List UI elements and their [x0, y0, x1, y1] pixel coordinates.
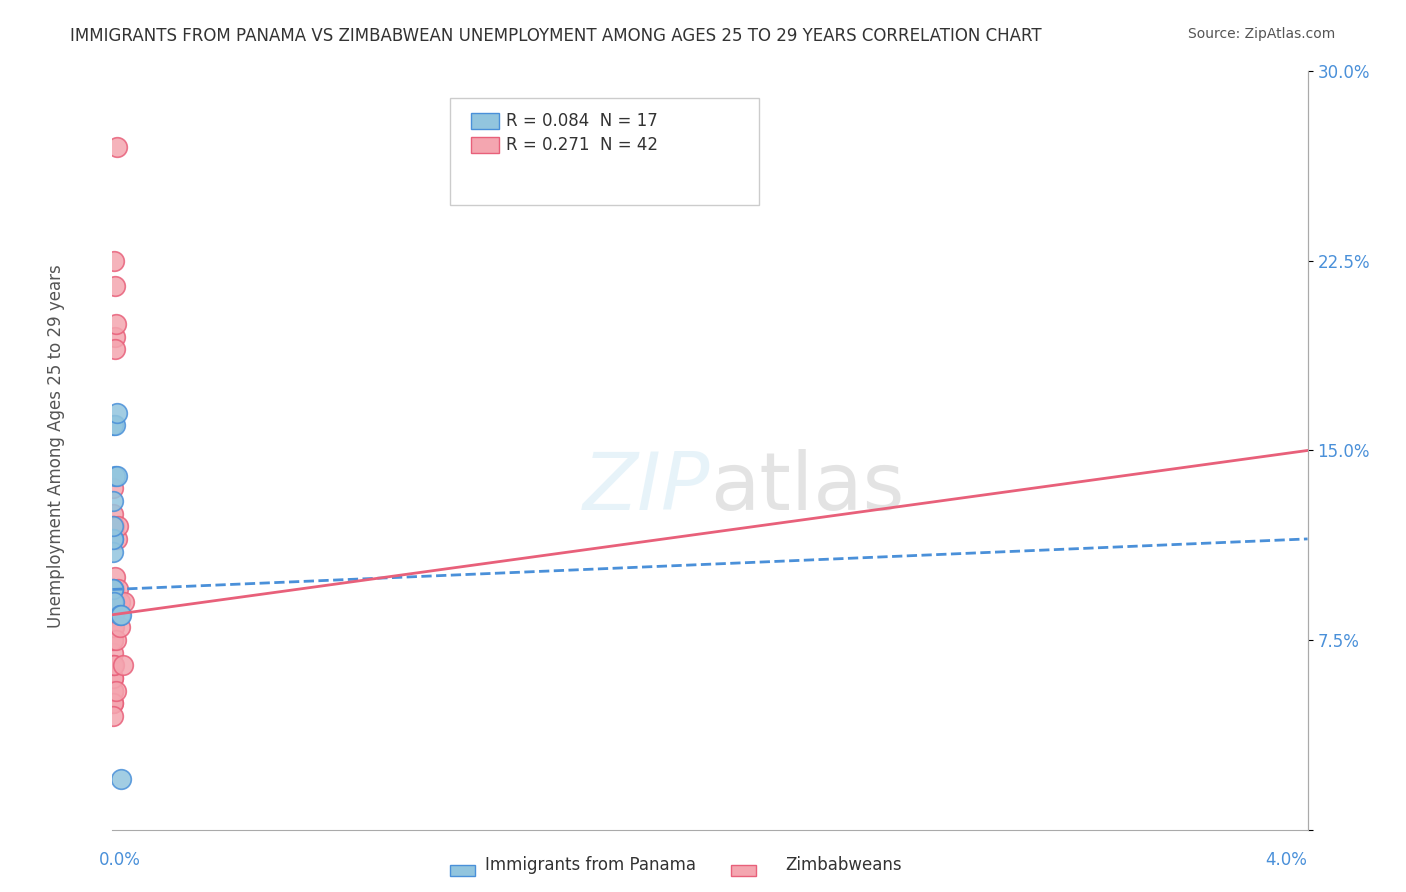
Point — [108, 620, 131, 634]
Point — [107, 582, 129, 597]
Point — [105, 468, 128, 483]
Point — [101, 544, 124, 558]
Point — [103, 570, 125, 584]
Point — [101, 646, 124, 660]
Point — [105, 406, 128, 420]
Point — [103, 519, 125, 533]
Point — [103, 658, 125, 673]
Text: 0.0%: 0.0% — [98, 851, 141, 869]
Point — [104, 330, 127, 344]
Point — [101, 633, 124, 648]
Text: Source: ZipAtlas.com: Source: ZipAtlas.com — [1188, 27, 1336, 41]
Point — [101, 708, 124, 723]
Text: atlas: atlas — [710, 450, 904, 527]
Point — [104, 279, 127, 293]
Point — [104, 633, 127, 648]
Point — [101, 582, 124, 597]
Point — [105, 140, 128, 154]
Point — [103, 582, 125, 597]
Point — [112, 595, 135, 609]
Point — [110, 772, 132, 786]
Point — [103, 582, 125, 597]
Point — [107, 519, 129, 533]
Point — [101, 633, 124, 648]
Point — [101, 683, 124, 698]
Point — [108, 607, 131, 622]
Point — [101, 696, 124, 710]
Point — [103, 607, 125, 622]
Point — [101, 582, 124, 597]
Point — [101, 494, 124, 508]
Text: IMMIGRANTS FROM PANAMA VS ZIMBABWEAN UNEMPLOYMENT AMONG AGES 25 TO 29 YEARS CORR: IMMIGRANTS FROM PANAMA VS ZIMBABWEAN UNE… — [70, 27, 1042, 45]
Point — [101, 658, 124, 673]
Point — [111, 658, 134, 673]
Point — [101, 683, 124, 698]
Point — [110, 607, 132, 622]
Point — [103, 519, 125, 533]
Point — [110, 595, 132, 609]
Point — [103, 519, 125, 533]
Point — [101, 683, 124, 698]
Point — [101, 595, 124, 609]
Point — [103, 620, 125, 634]
Text: 4.0%: 4.0% — [1265, 851, 1308, 869]
Point — [104, 343, 127, 357]
Point — [101, 620, 124, 634]
Point — [103, 595, 125, 609]
Text: R = 0.084  N = 17: R = 0.084 N = 17 — [506, 112, 658, 130]
Text: Immigrants from Panama: Immigrants from Panama — [485, 855, 696, 873]
Point — [101, 671, 124, 685]
Point — [101, 532, 124, 546]
Text: Unemployment Among Ages 25 to 29 years: Unemployment Among Ages 25 to 29 years — [48, 264, 65, 628]
Point — [103, 595, 125, 609]
Point — [101, 532, 124, 546]
Point — [105, 317, 128, 331]
Point — [105, 532, 128, 546]
Point — [103, 418, 125, 433]
Point — [105, 683, 128, 698]
Point — [101, 696, 124, 710]
Text: Zimbabweans: Zimbabweans — [786, 855, 901, 873]
Text: R = 0.271  N = 42: R = 0.271 N = 42 — [506, 136, 658, 154]
Point — [101, 671, 124, 685]
Point — [103, 418, 125, 433]
Point — [101, 620, 124, 634]
Point — [101, 658, 124, 673]
Point — [101, 582, 124, 597]
Text: ZIP: ZIP — [582, 450, 710, 527]
Point — [104, 468, 127, 483]
Point — [103, 254, 125, 268]
Point — [103, 482, 125, 496]
Point — [103, 507, 125, 521]
